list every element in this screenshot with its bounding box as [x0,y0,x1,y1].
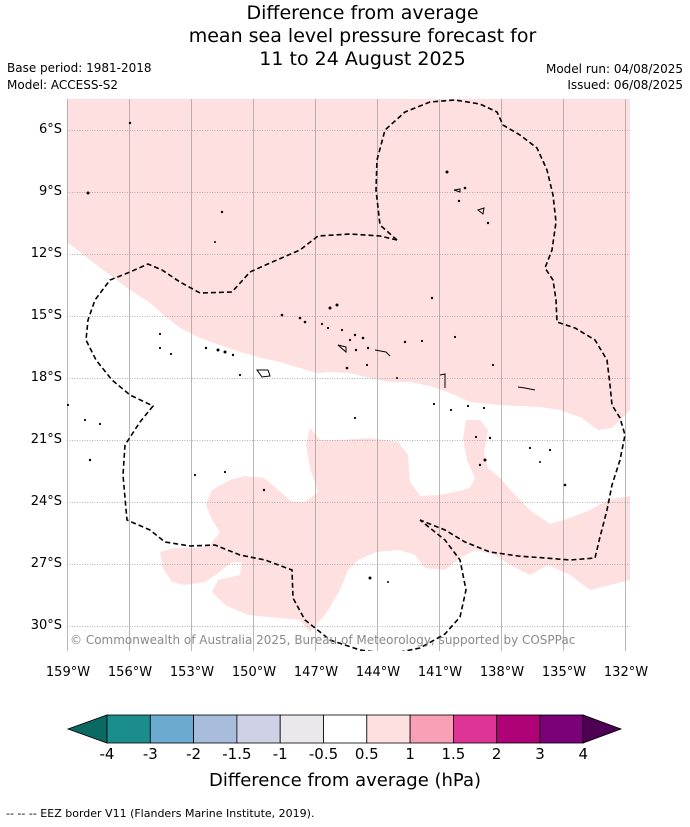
lat-label-9s: 9°S [38,184,62,199]
grid-lines [67,99,630,651]
colorbar-segment [366,714,411,744]
colorbar-tick: -1.5 [222,745,252,763]
eez-borders [85,99,626,651]
lon-label-144w: 144°W [355,665,401,680]
base-period: Base period: 1981-2018 [7,61,152,75]
lat-label-15s: 15°S [30,308,62,323]
islands [256,188,536,391]
colorbar-segment [452,714,498,744]
colorbar-segment [106,714,151,744]
lon-label-159w: 159°W [45,665,91,680]
colorbar-tick: -2 [186,745,202,763]
lon-label-147w: 147°W [293,665,339,680]
colorbar-tick: -1 [272,745,288,763]
lat-label-21s: 21°S [30,432,62,447]
map-title-line-2: mean sea level pressure forecast for [188,25,537,47]
lon-label-132w: 132°W [603,665,649,680]
lon-label-135w: 135°W [541,665,587,680]
colorbar-tick: 4 [578,745,589,763]
colorbar [66,714,623,744]
colorbar-tick: 3 [535,745,545,763]
model-run: Model run: 04/08/2025 [545,62,683,76]
colorbar-segment [496,714,541,744]
colorbar-segment [323,714,368,744]
colorbar-tick: 0.5 [354,745,379,763]
positive-anomaly-north [67,99,630,430]
island-dots [67,121,567,583]
copyright-notice: © Commonwealth of Australia 2025, Bureau… [70,633,576,647]
colorbar-segment [236,714,281,744]
lon-label-150w: 150°W [231,665,277,680]
issued-date: Issued: 06/08/2025 [567,78,683,92]
colorbar-segment [539,714,584,744]
colorbar-tick: -4 [99,745,115,763]
lat-label-12s: 12°S [30,246,62,261]
lat-label-24s: 24°S [30,494,62,509]
lon-label-153w: 153°W [169,665,215,680]
colorbar-tick: 1.5 [441,745,466,763]
positive-anomaly-south [160,420,630,632]
colorbar-tick: -3 [142,745,158,763]
colorbar-tick: 1 [405,745,415,763]
model-name: Model: ACCESS-S2 [7,78,119,92]
lon-label-141w: 141°W [417,665,463,680]
colorbar-over-triangle [582,714,623,744]
lon-label-138w: 138°W [479,665,525,680]
eez-footnote: -- -- -- EEZ border V11 (Flanders Marine… [6,807,315,820]
colorbar-tick: -0.5 [308,745,339,763]
colorbar-tick: 2 [491,745,502,763]
lat-label-18s: 18°S [30,370,62,385]
colorbar-segment [409,714,454,744]
map-title-line-3: 11 to 24 August 2025 [259,48,466,70]
lat-label-30s: 30°S [30,618,62,633]
colorbar-segment [279,714,324,744]
colorbar-segment [193,714,238,744]
lat-label-6s: 6°S [38,122,62,137]
colorbar-label: Difference from average (hPa) [208,770,482,791]
lat-label-27s: 27°S [30,556,62,571]
lon-label-156w: 156°W [107,665,153,680]
colorbar-under-triangle [66,714,108,744]
colorbar-segment [149,714,195,744]
map-title-line-1: Difference from average [246,2,479,24]
